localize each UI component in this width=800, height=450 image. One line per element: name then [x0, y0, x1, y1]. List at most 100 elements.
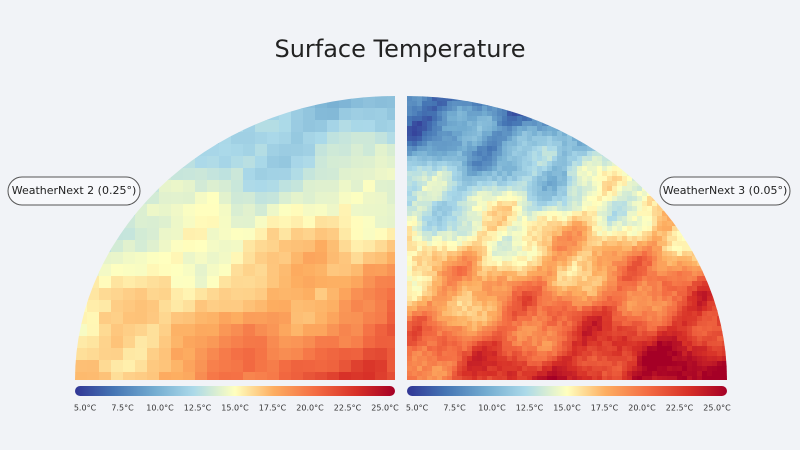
heat-cell — [407, 266, 413, 272]
heat-cell — [612, 296, 618, 302]
heat-cell — [587, 146, 593, 152]
heat-cell — [447, 356, 453, 362]
heat-cell — [99, 288, 112, 301]
heat-cell — [567, 306, 573, 312]
heat-cell — [612, 341, 618, 347]
heat-cell — [677, 336, 683, 342]
heat-cell — [462, 191, 468, 197]
heat-cell — [437, 286, 443, 292]
heat-cell — [303, 300, 316, 313]
heat-cell — [417, 236, 423, 242]
heat-cell — [427, 341, 433, 347]
heat-cell — [717, 101, 723, 107]
heat-cell — [687, 326, 693, 332]
heat-cell — [652, 316, 658, 322]
heat-cell — [567, 271, 573, 277]
heat-cell — [552, 376, 558, 380]
heat-cell — [437, 276, 443, 282]
heat-cell — [183, 348, 196, 361]
heat-cell — [315, 180, 328, 193]
heat-cell — [607, 326, 613, 332]
heat-cell — [722, 131, 727, 137]
heat-cell — [407, 171, 413, 177]
heat-cell — [482, 291, 488, 297]
heat-cell — [517, 371, 523, 377]
heat-cell — [497, 291, 503, 297]
heat-cell — [617, 226, 623, 232]
heat-cell — [562, 251, 568, 257]
heat-cell — [542, 201, 548, 207]
heat-cell — [597, 191, 603, 197]
heat-cell — [622, 306, 628, 312]
heat-cell — [642, 346, 648, 352]
heat-cell — [492, 356, 498, 362]
heat-cell — [572, 116, 578, 122]
heat-cell — [111, 336, 124, 349]
heat-cell — [597, 101, 603, 107]
heat-cell — [697, 261, 703, 267]
heat-cell — [667, 141, 673, 147]
heat-cell — [677, 206, 683, 212]
heat-cell — [123, 120, 136, 133]
heat-cell — [677, 101, 683, 107]
heat-cell — [712, 111, 718, 117]
heat-cell — [437, 311, 443, 317]
heat-cell — [422, 366, 428, 372]
heat-cell — [587, 101, 593, 107]
heat-cell — [642, 111, 648, 117]
heat-cell — [567, 351, 573, 357]
heat-cell — [407, 106, 413, 112]
heat-cell — [517, 216, 523, 222]
heat-cell — [672, 141, 678, 147]
heat-cell — [717, 246, 723, 252]
heat-cell — [657, 341, 663, 347]
heat-cell — [517, 176, 523, 182]
heat-cell — [572, 106, 578, 112]
heat-cell — [577, 246, 583, 252]
heat-cell — [652, 311, 658, 317]
heat-cell — [667, 111, 673, 117]
heat-cell — [219, 312, 232, 325]
heat-cell — [527, 156, 533, 162]
heat-cell — [487, 321, 493, 327]
heat-cell — [437, 236, 443, 242]
heat-cell — [577, 241, 583, 247]
heat-cell — [657, 151, 663, 157]
heat-cell — [517, 276, 523, 282]
heat-cell — [457, 341, 463, 347]
heat-cell — [547, 196, 553, 202]
heat-cell — [492, 166, 498, 172]
heat-cell — [607, 226, 613, 232]
heat-cell — [602, 146, 608, 152]
heat-cell — [255, 372, 268, 380]
heat-cell — [592, 331, 598, 337]
heat-cell — [502, 101, 508, 107]
heat-cell — [291, 108, 304, 121]
heat-cell — [437, 211, 443, 217]
heat-cell — [687, 241, 693, 247]
heat-cell — [592, 111, 598, 117]
heat-cell — [532, 116, 538, 122]
heat-cell — [692, 356, 698, 362]
heat-cell — [231, 336, 244, 349]
heat-cell — [452, 271, 458, 277]
heat-cell — [547, 161, 553, 167]
heat-cell — [547, 241, 553, 247]
heat-cell — [697, 311, 703, 317]
heat-cell — [662, 241, 668, 247]
heat-cell — [412, 301, 418, 307]
heat-cell — [375, 156, 388, 169]
heat-cell — [577, 331, 583, 337]
heat-cell — [617, 96, 623, 102]
heat-cell — [183, 240, 196, 253]
heat-cell — [592, 191, 598, 197]
heat-cell — [707, 371, 713, 377]
heat-cell — [412, 276, 418, 282]
heat-cell — [577, 121, 583, 127]
heat-cell — [195, 264, 208, 277]
heat-cell — [557, 141, 563, 147]
heat-cell — [417, 341, 423, 347]
heat-cell — [502, 316, 508, 322]
heat-cell — [447, 126, 453, 132]
heat-cell — [497, 276, 503, 282]
